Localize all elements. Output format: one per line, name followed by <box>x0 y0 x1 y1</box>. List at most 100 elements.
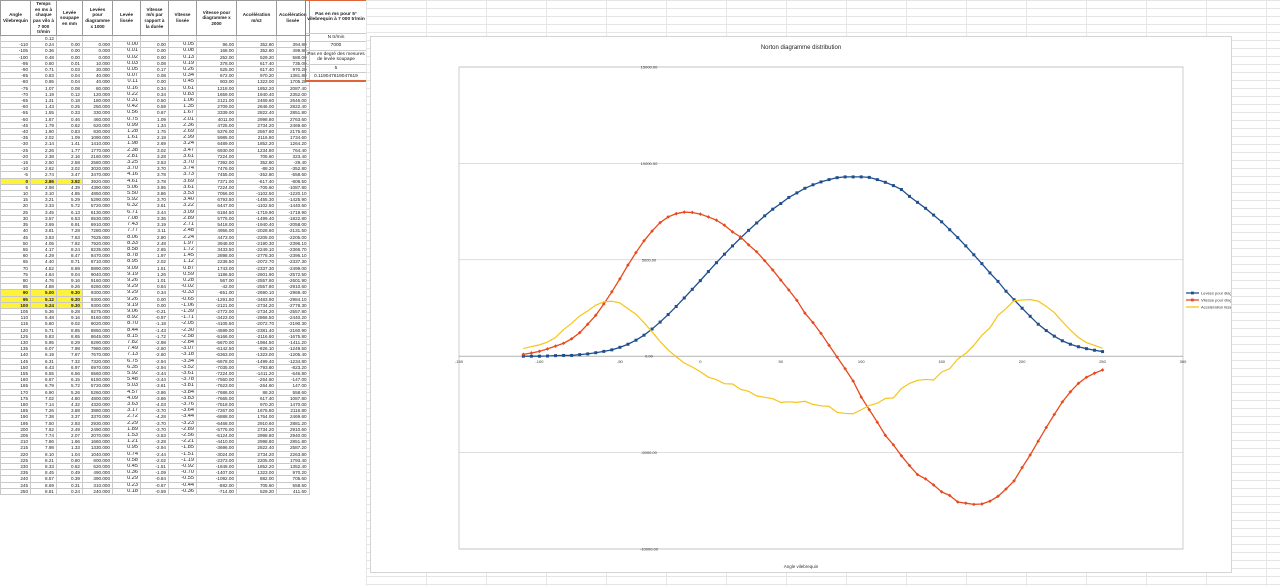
table-cell[interactable]: -0.59 <box>140 487 169 496</box>
table-cell[interactable]: -1323.00 <box>236 351 277 359</box>
table-cell[interactable]: -1102.50 <box>236 202 277 210</box>
table-cell[interactable]: -2984.10 <box>276 295 310 303</box>
table-cell[interactable]: -2396.10 <box>276 239 310 247</box>
table-cell[interactable]: -2969.40 <box>276 289 310 297</box>
table-cell[interactable]: 764.40 <box>276 146 310 154</box>
table-cell[interactable]: 2175.60 <box>276 128 310 136</box>
table-cell[interactable]: 1234.80 <box>236 146 277 154</box>
table-cell[interactable]: 2822.40 <box>276 103 310 111</box>
table-cell[interactable]: -1675.80 <box>276 332 310 340</box>
table-cell[interactable]: -1411.20 <box>236 369 277 378</box>
table-cell[interactable]: 1940.40 <box>236 90 277 99</box>
column-header[interactable]: Vitesse lissée <box>168 0 197 36</box>
table-cell[interactable]: 529.20 <box>236 487 277 496</box>
column-header[interactable]: Temps en ms à chaque pas vilo à 7 000 tr… <box>30 0 57 36</box>
table-cell[interactable]: 2851.80 <box>276 438 310 446</box>
table-cell[interactable]: -147.00 <box>276 376 310 384</box>
table-cell[interactable]: 411.60 <box>276 487 310 496</box>
column-header[interactable]: Accélération m/s2 <box>236 0 277 36</box>
table-cell[interactable]: 1852.20 <box>236 84 277 92</box>
table-cell[interactable]: 1852.20 <box>236 140 277 148</box>
table-cell[interactable]: 0.18 <box>112 487 141 496</box>
table-cell[interactable]: 2734.20 <box>236 450 277 458</box>
table-cell[interactable]: 1675.80 <box>236 407 277 415</box>
table-cell[interactable]: 2998.80 <box>236 438 277 446</box>
table-cell[interactable]: -1102.50 <box>236 190 277 198</box>
table-cell[interactable]: -2116.80 <box>236 332 277 340</box>
table-cell[interactable]: 2205.00 <box>236 456 277 465</box>
table-cell[interactable]: 588.00 <box>276 53 310 61</box>
table-cell[interactable]: -2366.70 <box>276 245 310 254</box>
table-cell[interactable]: 1793.40 <box>276 456 310 465</box>
side-panel-cell[interactable]: Pas en degré des mesures de levée soupap… <box>306 51 366 65</box>
table-cell[interactable]: -2440.20 <box>276 314 310 322</box>
table-cell[interactable]: 2822.40 <box>236 444 277 452</box>
table-cell[interactable]: 394.80 <box>276 41 310 49</box>
table-cell[interactable]: 617.40 <box>236 394 277 403</box>
table-cell[interactable]: 2469.60 <box>276 413 310 421</box>
table-cell[interactable]: -2058.00 <box>276 221 310 229</box>
table-cell[interactable]: -646.80 <box>276 369 310 378</box>
table-cell[interactable]: -1719.90 <box>236 208 277 216</box>
table-cell[interactable]: 499.80 <box>276 47 310 55</box>
table-cell[interactable]: 2998.80 <box>236 115 277 123</box>
table-cell[interactable]: 2910.60 <box>276 425 310 434</box>
table-cell[interactable]: 2646.00 <box>236 103 277 111</box>
table-cell[interactable]: -0.36 <box>168 487 197 496</box>
table-cell[interactable]: -2072.70 <box>236 258 277 266</box>
table-cell[interactable]: -2337.30 <box>276 258 310 266</box>
column-header[interactable]: Angle Vilebrequin <box>0 0 31 36</box>
table-cell[interactable]: -2572.50 <box>276 270 310 278</box>
table-cell[interactable]: 2263.80 <box>276 450 310 458</box>
table-cell[interactable]: 2352.00 <box>276 90 310 99</box>
table-cell[interactable]: -926.10 <box>236 345 277 353</box>
table-cell[interactable]: 8.81 <box>30 487 57 496</box>
table-cell[interactable]: 970.20 <box>276 65 310 74</box>
chart-container[interactable]: Norton diagramme distribution Angle vile… <box>370 36 1232 573</box>
table-cell[interactable]: -2690.10 <box>236 289 277 297</box>
table-cell[interactable]: -352.80 <box>276 165 310 173</box>
table-cell[interactable]: 2587.20 <box>276 444 310 452</box>
table-cell[interactable]: 1087.80 <box>276 394 310 403</box>
table-cell[interactable]: 2087.40 <box>276 84 310 92</box>
table-cell[interactable]: -2249.10 <box>236 245 277 254</box>
table-cell[interactable]: -2778.30 <box>276 301 310 309</box>
column-header[interactable]: Vitesse pour diagramme x 2000 <box>196 0 237 36</box>
table-cell[interactable]: -3483.90 <box>236 295 277 303</box>
column-header[interactable]: Accélération lissée <box>276 0 310 36</box>
table-cell[interactable]: -1425.90 <box>276 196 310 204</box>
table-cell[interactable]: -2734.20 <box>236 301 277 309</box>
table-cell[interactable]: 1381.80 <box>276 72 310 80</box>
table-cell[interactable]: 1734.60 <box>276 134 310 142</box>
table-cell[interactable]: -2557.80 <box>236 276 277 285</box>
table-cell[interactable]: 558.60 <box>276 481 310 489</box>
table-cell[interactable]: -2557.80 <box>236 283 277 291</box>
table-cell[interactable]: -2028.60 <box>236 227 277 235</box>
table-cell[interactable]: 2851.80 <box>276 109 310 117</box>
table-cell[interactable]: -2072.70 <box>236 320 277 328</box>
table-cell[interactable]: 147.00 <box>276 382 310 390</box>
table-cell[interactable]: 323.40 <box>276 152 310 161</box>
table-cell[interactable]: -1411.20 <box>276 338 310 347</box>
table-cell[interactable]: -2190.30 <box>276 320 310 328</box>
table-cell[interactable]: -2205.00 <box>236 233 277 241</box>
table-cell[interactable]: -264.60 <box>236 376 277 384</box>
table-cell[interactable]: 88.20 <box>236 388 277 396</box>
table-cell[interactable]: -1087.80 <box>276 183 310 192</box>
table-cell[interactable]: 0.24 <box>56 487 83 496</box>
table-cell[interactable]: 970.20 <box>236 400 277 409</box>
table-cell[interactable]: 970.20 <box>276 469 310 477</box>
table-cell[interactable]: -558.60 <box>276 171 310 179</box>
table-cell[interactable]: -714.00 <box>196 487 237 496</box>
table-cell[interactable]: 970.20 <box>236 72 277 80</box>
table-cell[interactable]: -1984.50 <box>236 338 277 347</box>
table-cell[interactable]: -2557.80 <box>276 307 310 316</box>
table-cell[interactable]: 1323.00 <box>236 469 277 477</box>
table-cell[interactable]: 2557.80 <box>236 128 277 136</box>
table-cell[interactable]: 2763.60 <box>276 115 310 123</box>
table-cell[interactable]: -823.20 <box>276 363 310 371</box>
table-cell[interactable]: -2910.60 <box>276 283 310 291</box>
table-cell[interactable]: -264.60 <box>236 382 277 390</box>
table-cell[interactable]: 705.60 <box>236 481 277 489</box>
table-cell[interactable]: -2381.40 <box>236 326 277 334</box>
